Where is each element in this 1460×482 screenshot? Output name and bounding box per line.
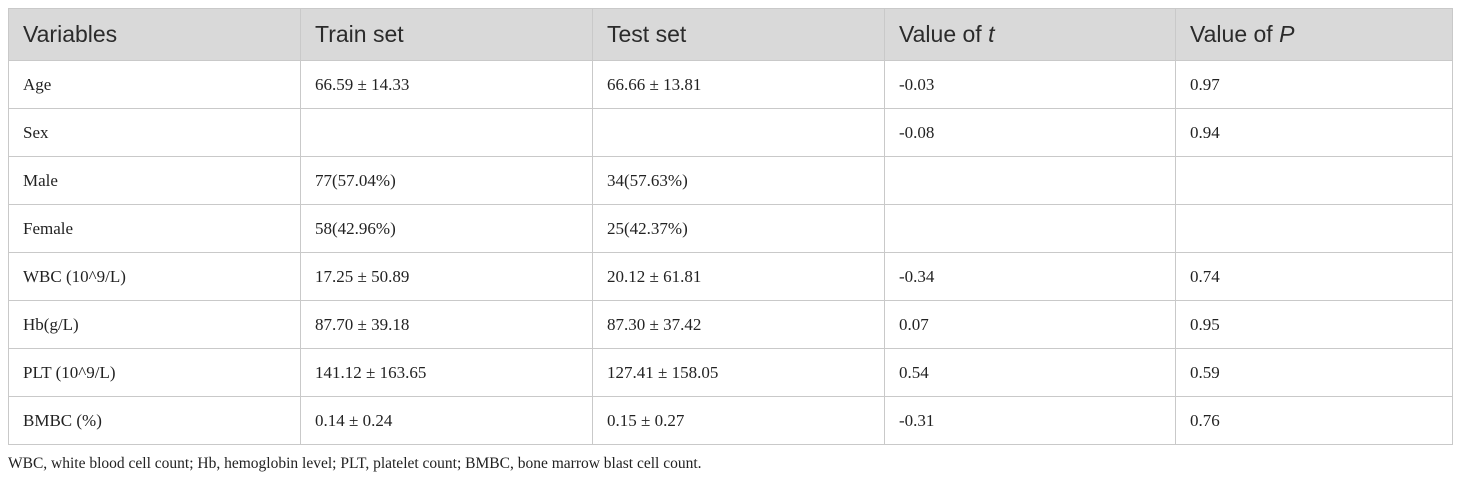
data-table: Variables Train set Test set Value of t Valu… [8, 8, 1453, 445]
table-cell [884, 156, 1176, 205]
table-cell: 0.95 [1175, 300, 1453, 349]
table-cell: 0.15 ± 0.27 [592, 396, 885, 445]
table-cell [884, 204, 1176, 253]
table-row: WBC (10^9/L) 17.25 ± 50.89 20.12 ± 61.81 -0… [8, 252, 1453, 301]
header-row: Variables Train set Test set Value of t Valu… [8, 8, 1453, 61]
table-cell: 0.76 [1175, 396, 1453, 445]
table-cell: 0.97 [1175, 60, 1453, 109]
table-cell: 0.07 [884, 300, 1176, 349]
table-body: Age 66.59 ± 14.33 66.66 ± 13.81 -0.03 0.97 Se… [8, 60, 1453, 445]
table-cell: PLT (10^9/L) [8, 348, 301, 397]
table-cell [1175, 204, 1453, 253]
table-cell: Hb(g/L) [8, 300, 301, 349]
header-cell: Train set [300, 8, 593, 61]
table-cell: 0.59 [1175, 348, 1453, 397]
table-cell: 87.70 ± 39.18 [300, 300, 593, 349]
table-cell: 34(57.63%) [592, 156, 885, 205]
table-row: Age 66.59 ± 14.33 66.66 ± 13.81 -0.03 0.97 [8, 60, 1453, 109]
table-row: PLT (10^9/L) 141.12 ± 163.65 127.41 ± 158.… [8, 348, 1453, 397]
table-cell: 0.14 ± 0.24 [300, 396, 593, 445]
header-cell: Variables [8, 8, 301, 61]
table-row: BMBC (%) 0.14 ± 0.24 0.15 ± 0.27 -0.31 0.76 [8, 396, 1453, 445]
header-cell: Value of P [1175, 8, 1453, 61]
table-cell: 127.41 ± 158.05 [592, 348, 885, 397]
table-cell: 17.25 ± 50.89 [300, 252, 593, 301]
table-row: Sex -0.08 0.94 [8, 108, 1453, 157]
table-cell: 77(57.04%) [300, 156, 593, 205]
table-row: Male 77(57.04%) 34(57.63%) [8, 156, 1453, 205]
table-cell: 58(42.96%) [300, 204, 593, 253]
table-cell [592, 108, 885, 157]
table-cell: -0.08 [884, 108, 1176, 157]
table-cell: 25(42.37%) [592, 204, 885, 253]
table-row: Female 58(42.96%) 25(42.37%) [8, 204, 1453, 253]
table-cell: WBC (10^9/L) [8, 252, 301, 301]
table-cell: 87.30 ± 37.42 [592, 300, 885, 349]
table-cell: Age [8, 60, 301, 109]
table-cell: Female [8, 204, 301, 253]
table-cell: -0.03 [884, 60, 1176, 109]
table-cell: BMBC (%) [8, 396, 301, 445]
table-cell: 0.74 [1175, 252, 1453, 301]
header-cell: Value of t [884, 8, 1176, 61]
table-cell: -0.31 [884, 396, 1176, 445]
table-cell: Male [8, 156, 301, 205]
table-cell: 66.66 ± 13.81 [592, 60, 885, 109]
table-cell: 66.59 ± 14.33 [300, 60, 593, 109]
table-cell: Sex [8, 108, 301, 157]
table-cell: 141.12 ± 163.65 [300, 348, 593, 397]
table-cell: 20.12 ± 61.81 [592, 252, 885, 301]
footnote: WBC, white blood cell count; Hb, hemoglo… [8, 455, 702, 472]
table-row: Hb(g/L) 87.70 ± 39.18 87.30 ± 37.42 0.07 0.9… [8, 300, 1453, 349]
header-cell: Test set [592, 8, 885, 61]
table-cell: -0.34 [884, 252, 1176, 301]
table-cell: 0.94 [1175, 108, 1453, 157]
table-cell [300, 108, 593, 157]
table-cell: 0.54 [884, 348, 1176, 397]
table-cell [1175, 156, 1453, 205]
